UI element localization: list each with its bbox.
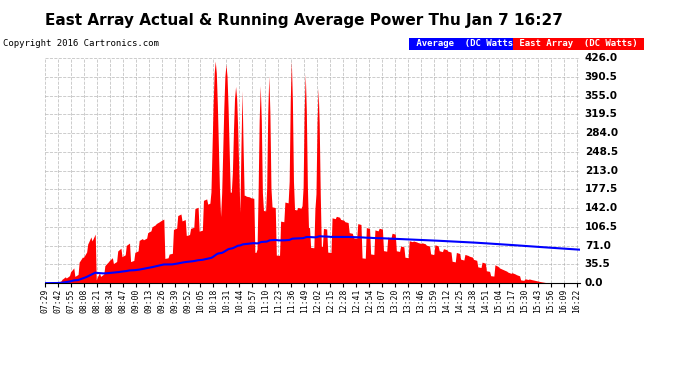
Text: 248.5: 248.5 — [585, 147, 618, 157]
Text: 177.5: 177.5 — [585, 184, 618, 194]
Text: 284.0: 284.0 — [585, 128, 618, 138]
Text: 71.0: 71.0 — [585, 241, 611, 250]
Text: 426.0: 426.0 — [585, 53, 618, 63]
Text: East Array  (DC Watts): East Array (DC Watts) — [514, 39, 643, 48]
Text: Average  (DC Watts): Average (DC Watts) — [411, 39, 524, 48]
Text: 213.0: 213.0 — [585, 166, 618, 176]
Text: Copyright 2016 Cartronics.com: Copyright 2016 Cartronics.com — [3, 39, 159, 48]
Text: 319.5: 319.5 — [585, 110, 618, 119]
Text: 0.0: 0.0 — [585, 278, 603, 288]
Text: East Array Actual & Running Average Power Thu Jan 7 16:27: East Array Actual & Running Average Powe… — [45, 13, 562, 28]
Text: 106.5: 106.5 — [585, 222, 618, 232]
Text: 142.0: 142.0 — [585, 203, 618, 213]
Text: 355.0: 355.0 — [585, 91, 618, 101]
Text: 35.5: 35.5 — [585, 260, 611, 269]
Text: 390.5: 390.5 — [585, 72, 618, 82]
